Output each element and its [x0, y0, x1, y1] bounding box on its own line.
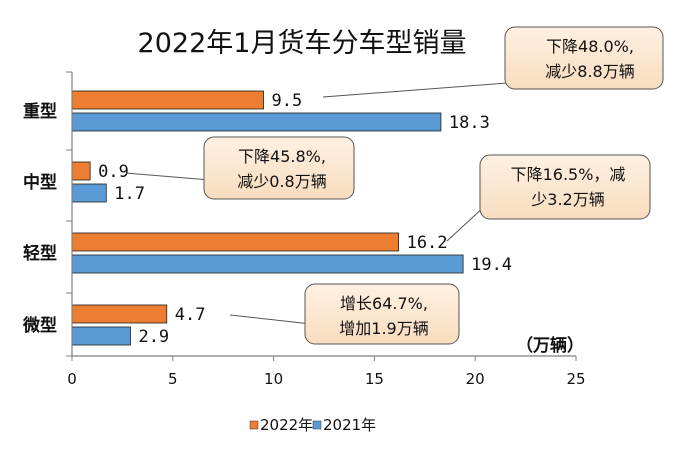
x-tick-label: 15 — [365, 370, 384, 388]
chart-title: 2022年1月货车分车型销量 — [138, 28, 467, 59]
bar-2022-2 — [71, 232, 399, 252]
data-label: 2.9 — [138, 327, 169, 347]
legend-swatch-2022 — [249, 420, 259, 430]
legend-label: 2022年 — [260, 416, 313, 434]
callout-leader — [125, 172, 211, 181]
x-tick-label: 25 — [566, 370, 585, 388]
data-label: 19.4 — [471, 255, 512, 275]
callout-box — [203, 136, 355, 200]
callout-3: 增长64.7%, 增加1.9万辆 — [229, 283, 460, 345]
data-label: 18.3 — [449, 113, 490, 133]
x-tick-label: 20 — [466, 370, 485, 388]
bar-2021-0 — [71, 112, 442, 132]
category-label: 轻型 — [23, 243, 57, 264]
data-label: 1.7 — [114, 184, 145, 204]
callout-text: 下降45.8%, — [238, 147, 326, 166]
data-label: 0.9 — [98, 162, 129, 182]
bar-2022-3 — [71, 304, 168, 324]
data-label: 4.7 — [175, 305, 206, 325]
callout-text: 增加1.9万辆 — [339, 319, 428, 338]
bars-layer: 9.5 18.3 0.91.7 16.2 19.4 4.7 2.9 — [71, 90, 512, 347]
callout-text: 减少0.8万辆 — [237, 172, 326, 191]
callout-1: 下降45.8%, 减少0.8万辆 — [125, 136, 355, 200]
legend-label: 2021年 — [323, 416, 376, 434]
callout-leader — [322, 81, 521, 98]
callout-0: 下降48.0%, 减少8.8万辆 — [322, 26, 664, 98]
x-ticks-layer: 0 5 10 15 20 25 — [67, 356, 586, 388]
unit-label: （万辆） — [516, 335, 584, 356]
bar-2022-1 — [71, 161, 91, 181]
x-tick-label: 10 — [264, 370, 283, 388]
bar-2021-2 — [71, 254, 464, 274]
x-tick-label: 5 — [168, 370, 178, 388]
callout-leader — [446, 204, 487, 242]
callout-text: 下降16.5%，减 — [511, 165, 626, 184]
data-label: 9.5 — [272, 91, 303, 111]
data-label: 16.2 — [407, 233, 448, 253]
bar-2021-3 — [71, 326, 131, 346]
category-label: 中型 — [23, 172, 57, 193]
callout-text: 少3.2万辆 — [531, 190, 604, 209]
legend-swatch-2021 — [312, 420, 322, 430]
callout-leader — [229, 314, 312, 325]
category-label: 微型 — [22, 315, 57, 336]
callout-text: 增长64.7%, — [340, 294, 428, 313]
x-tick-label: 0 — [67, 370, 77, 388]
callout-box — [479, 154, 651, 220]
callout-2: 下降16.5%，减少3.2万辆 — [446, 154, 651, 242]
callout-text: 下降48.0%, — [546, 37, 634, 56]
bar-2022-0 — [71, 90, 264, 110]
callout-text: 减少8.8万辆 — [545, 62, 634, 81]
legend: 2022年 2021年 — [249, 416, 376, 434]
bar-2021-1 — [71, 183, 107, 203]
callout-box — [304, 283, 460, 345]
callout-box — [504, 26, 664, 90]
category-label: 重型 — [23, 101, 57, 122]
